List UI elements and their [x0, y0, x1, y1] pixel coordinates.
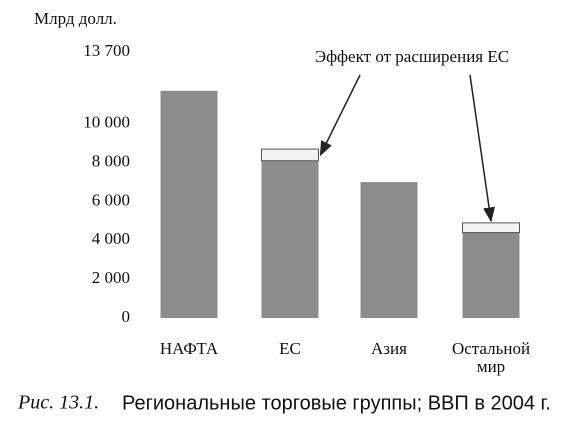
bar: [261, 160, 319, 318]
x-tick-label: НАФТА: [160, 339, 219, 358]
y-tick-label: 6 000: [92, 190, 130, 209]
y-tick-label: 0: [122, 307, 131, 326]
chart-title: Региональные торговые группы; ВВП в 2004…: [122, 392, 551, 414]
annotation-arrow: [469, 74, 496, 223]
y-axis-label: Млрд долл.: [34, 9, 117, 28]
legend-annotation: Эффект от расширения ЕС: [315, 47, 509, 66]
x-tick-label: Азия: [371, 339, 407, 358]
annotation-arrow: [319, 74, 361, 157]
bar: [360, 182, 418, 318]
y-tick-label: 10 000: [83, 113, 130, 132]
x-tick-label: Остальной мир: [452, 339, 530, 376]
bar: [160, 90, 218, 318]
x-tick-label: ЕС: [279, 339, 301, 358]
bar-extension: [462, 222, 520, 234]
figure-label: Рис. 13.1.: [17, 392, 99, 414]
y-tick-label: 13 700: [83, 41, 130, 60]
y-tick-label: 4 000: [92, 229, 130, 248]
y-tick-label: 8 000: [92, 152, 130, 171]
y-tick-label: 2 000: [92, 268, 130, 287]
bar-extension: [261, 148, 319, 162]
bar: [462, 232, 520, 318]
